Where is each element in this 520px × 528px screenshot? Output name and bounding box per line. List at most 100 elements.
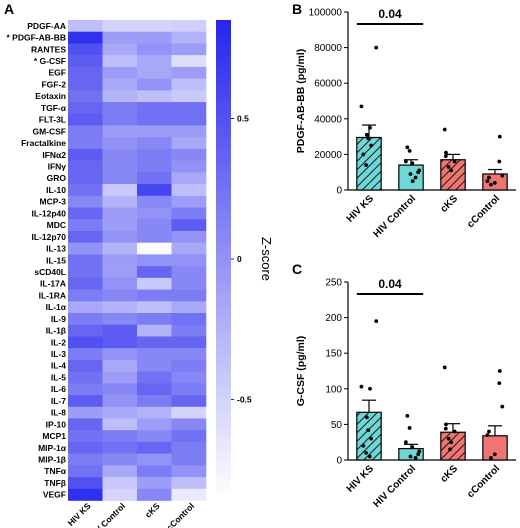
heatmap-cell-ifn-4 xyxy=(171,160,207,173)
heatmap-row-label: IL-1α xyxy=(46,302,67,312)
heatmap-cell-il-1-3 xyxy=(137,324,172,337)
pdgf-bar-hiv-ks xyxy=(356,136,382,191)
gcsf-data-point xyxy=(416,452,421,457)
heatmap-cell-ifn-2-3 xyxy=(137,148,172,161)
heatmap-row-label: FLT-3L xyxy=(39,115,66,125)
colorbar-gradient xyxy=(216,20,231,498)
heatmap-cell-tnf-3 xyxy=(137,465,172,478)
pdgf-data-point xyxy=(452,159,457,164)
heatmap-cell-scd40l-2 xyxy=(102,266,138,279)
pdgf-data-point xyxy=(446,164,451,169)
pdgf-data-point xyxy=(492,180,497,185)
heatmap-cell-il-1-3 xyxy=(137,301,172,314)
heatmap-cell-il-13-4 xyxy=(171,242,207,255)
heatmap-cell-il-12p70-1 xyxy=(68,230,103,243)
heatmap-cell-rantes-3 xyxy=(137,43,172,56)
gcsf-data-point xyxy=(449,440,453,445)
heatmap-cell-il-17a-2 xyxy=(102,277,138,290)
pdgf-data-point xyxy=(410,179,415,184)
heatmap-cell-il-1ra-2 xyxy=(102,289,138,302)
heatmap-row-label: MDC xyxy=(47,220,66,230)
heatmap-cell-il-10-2 xyxy=(102,184,138,197)
heatmap-row-label: MCP1 xyxy=(42,431,66,441)
heatmap-cell-il-10-3 xyxy=(137,184,172,197)
heatmap-cell-il-8-1 xyxy=(68,406,103,419)
heatmap-cell-vegf-3 xyxy=(137,488,172,501)
gcsf-data-point xyxy=(452,429,457,434)
colorbar-tick-label: -0.5 xyxy=(237,395,252,405)
heatmap-cell-mip-1-4 xyxy=(171,441,207,454)
heatmap-cell-il-10-1 xyxy=(68,184,103,197)
heatmap-column-label: HIV Control xyxy=(87,501,127,528)
heatmap-cell-il-12p40-4 xyxy=(171,207,207,220)
heatmap-cell-vegf-2 xyxy=(102,488,138,501)
heatmap-row-label: IL-3 xyxy=(51,349,66,359)
pdgf-y-tick-label: 100000 xyxy=(309,8,343,19)
heatmap-cell-il-7-1 xyxy=(68,395,103,408)
heatmap-cell-il-1-1 xyxy=(68,324,103,337)
gcsf-data-point xyxy=(497,369,502,373)
heatmap-row-label: IL-1β xyxy=(46,326,66,336)
heatmap-row-label: EGF xyxy=(49,68,66,78)
heatmap-cell-mcp1-3 xyxy=(137,430,172,443)
heatmap-cell-il-13-3 xyxy=(137,242,172,255)
gcsf-y-tick-label: 100 xyxy=(325,384,342,395)
gcsf-data-point xyxy=(367,454,372,459)
heatmap-cell-il-7-4 xyxy=(171,395,207,408)
pdgf-y-tick-label: 60000 xyxy=(314,79,342,90)
colorbar-title: Z-score xyxy=(259,237,274,281)
heatmap-cell-gm-csf-4 xyxy=(171,125,207,138)
heatmap-row-label: IL-12p70 xyxy=(32,232,67,242)
heatmap-cell-ifn-2-2 xyxy=(102,148,138,161)
colorbar: 0.5 0 -0.5 Z-score xyxy=(216,20,274,498)
gcsf-y-tick-label: 200 xyxy=(325,313,342,324)
gcsf-data-point xyxy=(413,455,418,460)
heatmap-cell-il-9-3 xyxy=(137,313,172,326)
heatmap-cell-ifn-2-1 xyxy=(68,148,103,161)
heatmap-cell-ifn-2-4 xyxy=(171,148,207,161)
gcsf-data-point xyxy=(403,440,408,445)
heatmap-cell-tnf-2 xyxy=(102,465,138,478)
gcsf-data-point xyxy=(417,449,422,454)
heatmap-cell-mcp-3-1 xyxy=(68,195,103,208)
heatmap-cell-il-15-3 xyxy=(137,254,172,267)
gcsf-data-point xyxy=(489,455,493,460)
heatmap-row-label: FGF-2 xyxy=(41,79,66,89)
heatmap-cell-il-1-2 xyxy=(102,301,138,314)
heatmap-cell-il-4-2 xyxy=(102,359,138,372)
heatmap-cell-il-6-4 xyxy=(171,383,207,396)
heatmap-cell-mip-1-3 xyxy=(137,441,172,454)
heatmap-cell-il-13-1 xyxy=(68,242,103,255)
pdgf-significance-label: 0.04 xyxy=(378,7,402,21)
pdgf-x-tick-label: HIV Control xyxy=(371,193,418,240)
heatmap-cell-il-12p70-3 xyxy=(137,230,172,243)
gcsf-data-point xyxy=(408,454,413,459)
heatmap-cell-fractalkine-2 xyxy=(102,137,138,150)
gcsf-data-point xyxy=(444,422,448,427)
heatmap-cell-il-12p40-2 xyxy=(102,207,138,220)
heatmap-cell-flt-3l-4 xyxy=(171,113,207,126)
gcsf-data-point xyxy=(443,426,448,431)
heatmap-cell-il-7-3 xyxy=(137,395,172,408)
pdgf-data-point xyxy=(500,173,505,178)
heatmap-cell-eotaxin-1 xyxy=(68,90,103,103)
gcsf-data-point xyxy=(492,452,497,457)
heatmap-cell-il-5-4 xyxy=(171,371,207,384)
heatmap-cell-il-12p40-1 xyxy=(68,207,103,220)
pdgf-bar-cks xyxy=(440,159,466,191)
gcsf-data-point xyxy=(359,384,364,389)
heatmap-cell-tgf-2 xyxy=(102,102,138,115)
heatmap-row-label: * PDGF-AB-BB xyxy=(7,33,67,43)
gcsf-data-point xyxy=(446,436,451,441)
gcsf-x-tick-label: HIV Control xyxy=(371,463,418,510)
gcsf-data-point xyxy=(448,447,452,452)
heatmap-cell-ifn-2 xyxy=(102,160,138,173)
heatmap-cell-mcp-3-3 xyxy=(137,195,172,208)
heatmap-row-label: RANTES xyxy=(31,44,66,54)
pdgf-data-point xyxy=(416,170,421,175)
heatmap-row-label: IL-17A xyxy=(40,279,66,289)
gcsf-data-point xyxy=(485,433,490,437)
heatmap-cell-gro-1 xyxy=(68,172,103,185)
heatmap-row-label: IL-10 xyxy=(46,185,66,195)
